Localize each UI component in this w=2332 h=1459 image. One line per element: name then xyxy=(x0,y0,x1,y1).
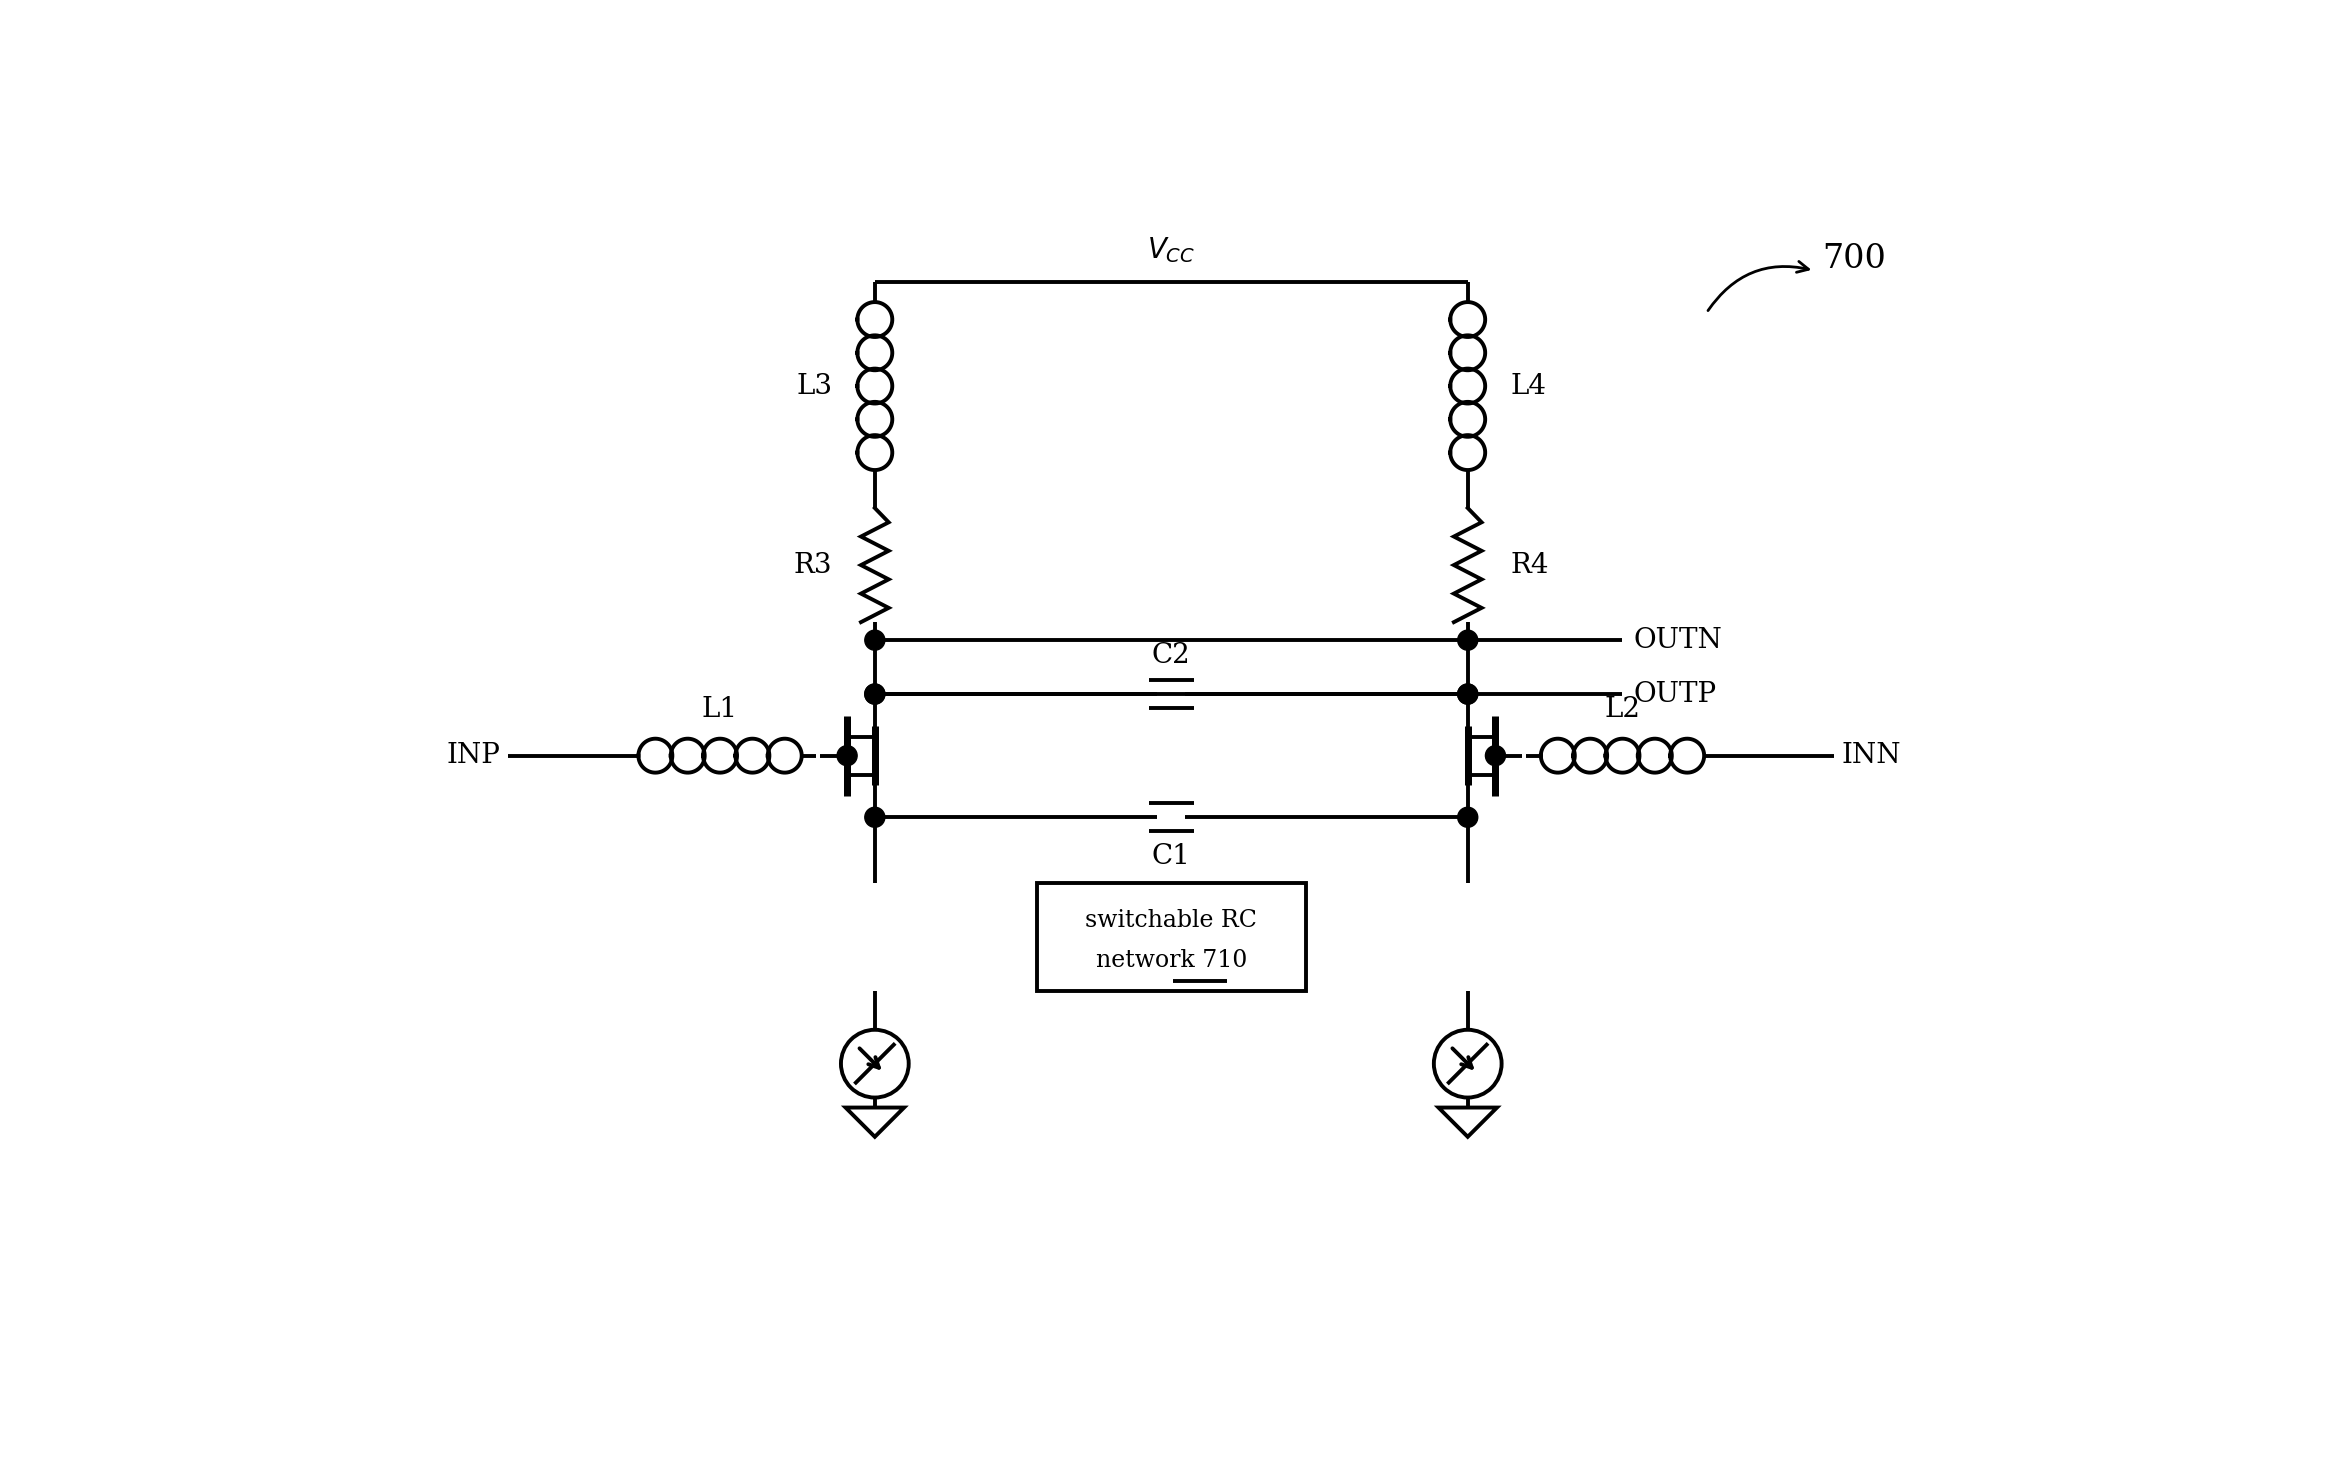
Text: OUTN: OUTN xyxy=(1632,627,1721,654)
FancyArrowPatch shape xyxy=(1707,261,1810,311)
Circle shape xyxy=(865,630,884,651)
Circle shape xyxy=(837,746,858,766)
Text: L4: L4 xyxy=(1511,372,1546,400)
Text: R4: R4 xyxy=(1511,552,1548,579)
Circle shape xyxy=(865,684,884,705)
Text: INP: INP xyxy=(448,743,501,769)
Text: $V_{CC}$: $V_{CC}$ xyxy=(1147,235,1196,266)
Text: C1: C1 xyxy=(1152,843,1192,870)
Text: L2: L2 xyxy=(1604,696,1639,724)
Circle shape xyxy=(865,807,884,827)
Text: network 710: network 710 xyxy=(1096,948,1248,972)
Text: OUTP: OUTP xyxy=(1632,680,1716,708)
Circle shape xyxy=(1458,684,1478,705)
Text: 700: 700 xyxy=(1821,244,1887,274)
Text: INN: INN xyxy=(1842,743,1901,769)
Circle shape xyxy=(865,684,884,705)
Text: C2: C2 xyxy=(1152,642,1192,668)
Circle shape xyxy=(1458,807,1478,827)
Text: L3: L3 xyxy=(798,372,833,400)
Circle shape xyxy=(1485,746,1506,766)
Circle shape xyxy=(1458,684,1478,705)
Text: R3: R3 xyxy=(793,552,833,579)
Text: switchable RC: switchable RC xyxy=(1084,909,1257,932)
Text: L1: L1 xyxy=(702,696,739,724)
Circle shape xyxy=(1458,630,1478,651)
